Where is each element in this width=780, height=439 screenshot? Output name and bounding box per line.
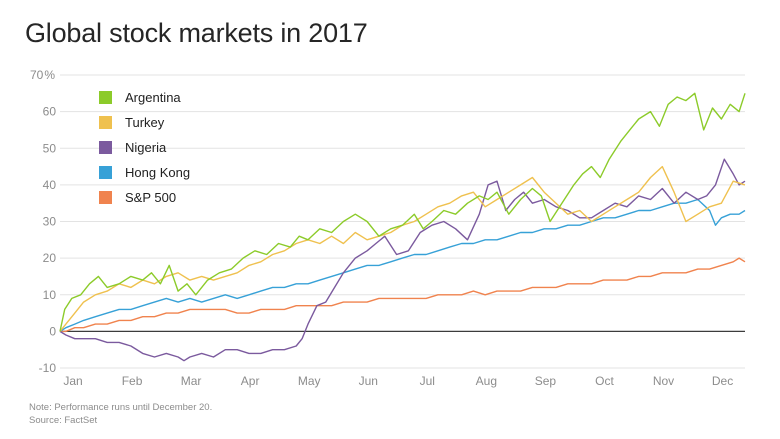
- legend-label: Argentina: [125, 90, 181, 105]
- x-tick-label: Aug: [476, 374, 497, 388]
- x-tick-label: Nov: [653, 374, 674, 388]
- y-axis-ticks: -10 0 10 20 30 40 50 60 70%: [30, 68, 56, 375]
- x-tick-label: Mar: [181, 374, 202, 388]
- legend-label: Hong Kong: [125, 165, 190, 180]
- y-tick-label: 20: [43, 251, 57, 265]
- chart-title: Global stock markets in 2017: [25, 18, 368, 48]
- legend-swatch: [99, 116, 112, 129]
- x-tick-label: Feb: [122, 374, 143, 388]
- series-lines: [59, 92, 746, 362]
- legend-label: Turkey: [125, 115, 165, 130]
- y-tick-label: 40: [43, 178, 57, 192]
- series-line-argentina: [59, 92, 746, 332]
- y-tick-label: 10: [43, 288, 57, 302]
- series-line-s-p-500: [60, 257, 746, 333]
- y-tick-label: 70%: [30, 68, 55, 82]
- legend-swatch: [99, 141, 112, 154]
- y-tick-label: 0: [49, 324, 56, 338]
- series-line-nigeria: [59, 158, 746, 362]
- y-tick-label: 60: [43, 105, 57, 119]
- series-line-hong-kong: [59, 198, 746, 332]
- y-tick-label: -10: [39, 361, 57, 375]
- x-tick-label: Jun: [359, 374, 378, 388]
- x-tick-label: Oct: [595, 374, 614, 388]
- series-line-turkey: [59, 165, 746, 332]
- source-note: Source: FactSet: [29, 415, 98, 426]
- x-tick-label: May: [298, 374, 321, 388]
- legend-label: Nigeria: [125, 140, 167, 155]
- legend-label: S&P 500: [125, 190, 176, 205]
- x-tick-label: Sep: [535, 374, 557, 388]
- x-tick-label: Dec: [712, 374, 733, 388]
- x-axis-ticks: Jan Feb Mar Apr May Jun Jul Aug Sep Oct Nov Dec: [63, 374, 733, 388]
- legend-swatch: [99, 166, 112, 179]
- x-tick-label: Jul: [420, 374, 435, 388]
- y-tick-label: 30: [43, 215, 57, 229]
- legend-swatch: [99, 91, 112, 104]
- chart-notes: Note: Performance runs until December 20…: [29, 401, 212, 427]
- legend-swatch: [99, 191, 112, 204]
- legend: Argentina Turkey Nigeria Hong Kong S&P 500: [99, 90, 190, 205]
- y-unit-label: %: [44, 68, 55, 82]
- x-tick-label: Jan: [63, 374, 82, 388]
- y-tick-label: 50: [43, 141, 57, 155]
- performance-note: Note: Performance runs until December 20…: [29, 402, 213, 413]
- x-tick-label: Apr: [241, 374, 260, 388]
